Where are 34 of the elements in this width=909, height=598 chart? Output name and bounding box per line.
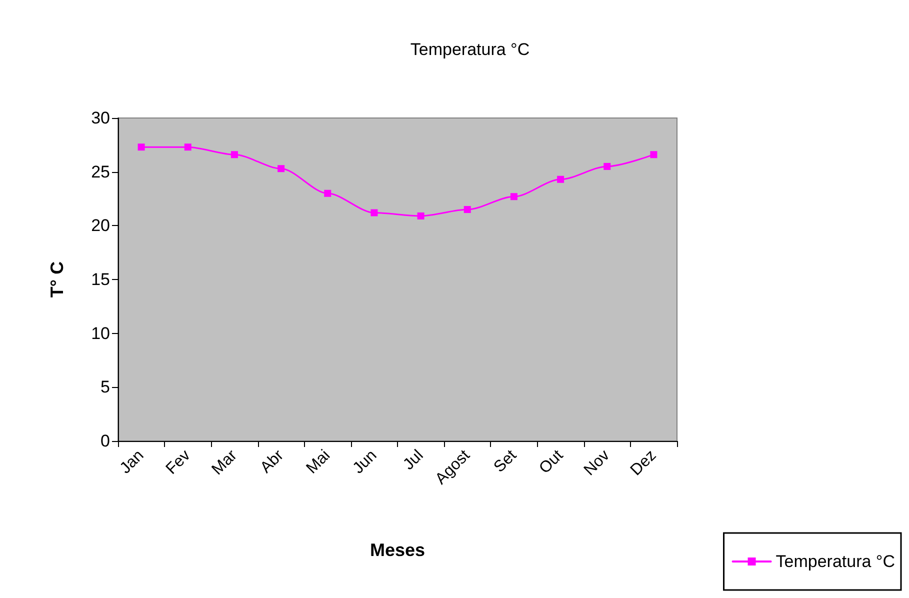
chart-title: Temperatura °C [410,40,530,59]
y-tick-label: 0 [100,432,110,450]
x-tick-label: Set [490,446,520,476]
point [324,190,332,197]
x-tick-label: Nov [581,446,614,480]
point [370,209,378,216]
x-tick-label: Out [536,446,567,478]
point [510,193,518,200]
point [464,206,471,214]
point [604,162,611,170]
x-axis-title: Meses [370,540,426,560]
point [278,165,285,172]
point [417,212,424,220]
x-tick-label: Mai [303,446,334,478]
x-tick-label: Dez [628,446,660,480]
y-tick-label: 15 [91,270,110,289]
x-tick-label: Fev [163,446,194,478]
x-tick-label: Jul [400,446,427,474]
point [138,144,145,151]
y-tick-label: 5 [100,378,110,397]
point [650,151,658,158]
y-tick-label: 10 [91,324,110,343]
y-axis-title: T° C [47,261,67,298]
x-tick-label: Jan [117,446,148,478]
y-tick-label: 20 [91,216,110,236]
point [557,176,564,183]
point [184,144,192,151]
y-tick-label: 30 [91,108,110,128]
x-tick-label: Abr [257,446,288,477]
x-tick-label: Jun [350,446,380,478]
point [230,151,238,158]
y-tick-label: 25 [91,162,110,182]
x-tick-label: Mar [208,446,241,478]
legend-label: Temperatura °C [776,552,895,571]
